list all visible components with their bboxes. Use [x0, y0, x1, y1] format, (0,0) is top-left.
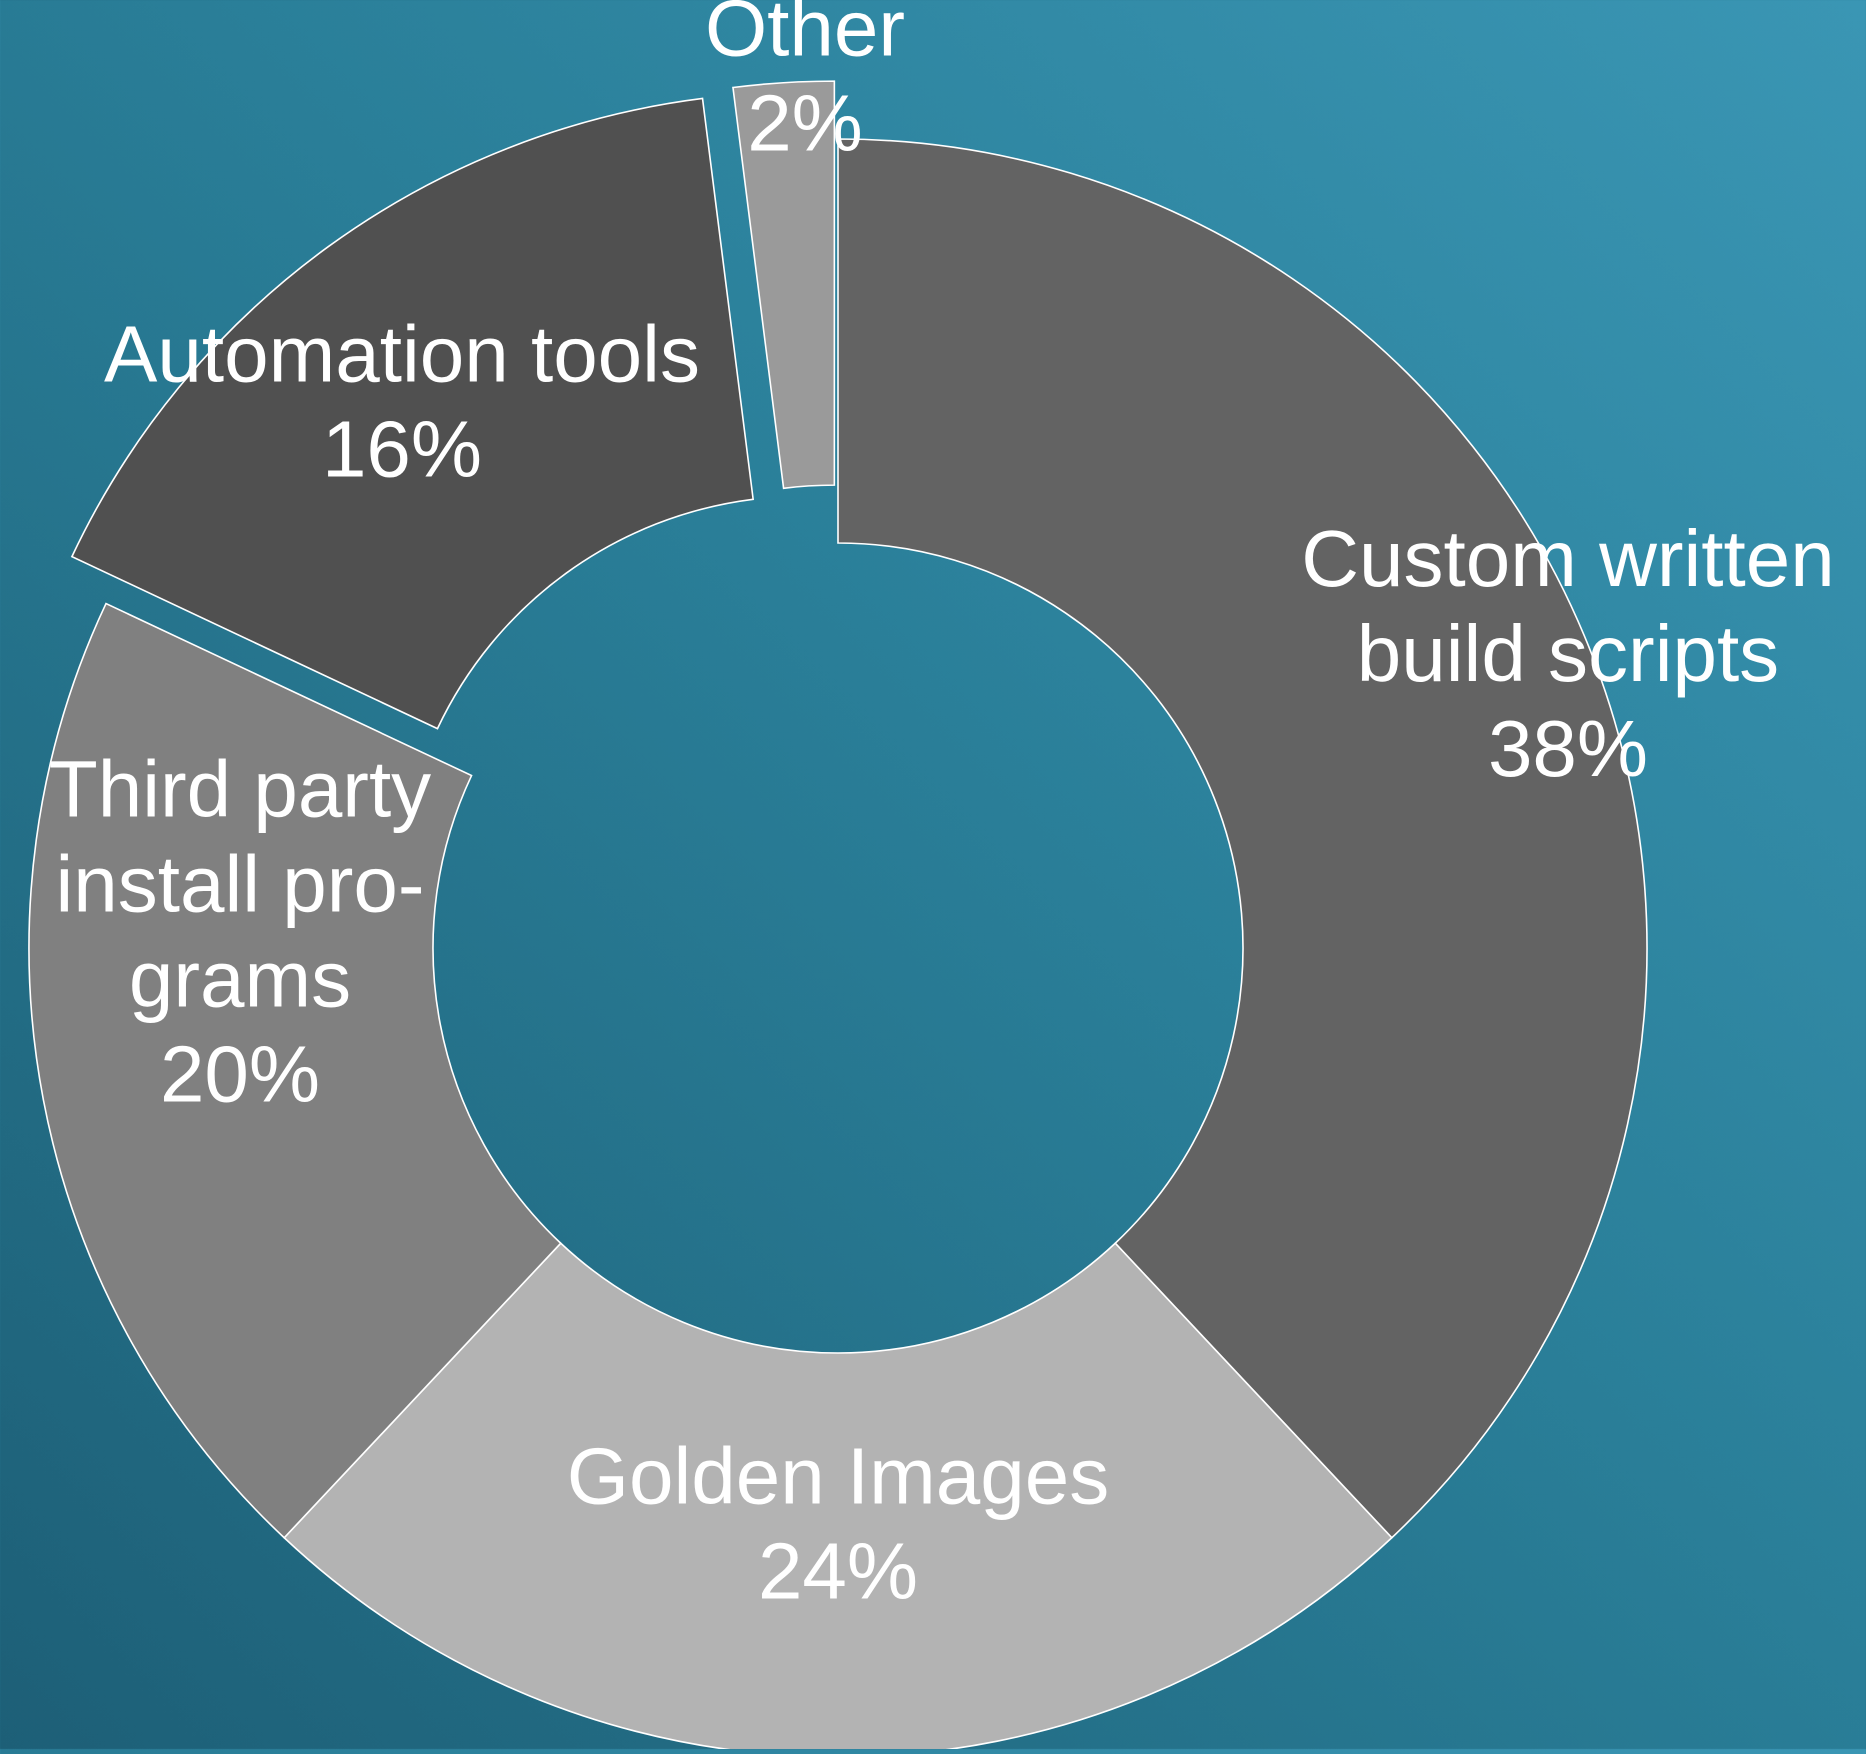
- donut-slice: [70, 97, 755, 730]
- donut-slice: [837, 138, 1648, 1539]
- slice-value-label: 2%: [747, 79, 863, 168]
- slice-value-label: 20%: [160, 1030, 320, 1119]
- slice-category-label: Automation tools: [104, 310, 700, 399]
- slice-value-label: 16%: [322, 405, 482, 494]
- donut-slice: [28, 602, 562, 1539]
- slice-category-label: Other: [705, 0, 905, 73]
- slice-category-label: build scripts: [1357, 609, 1779, 698]
- slice-category-label: Third party: [49, 745, 431, 834]
- slice-value-label: 38%: [1488, 704, 1648, 793]
- slice-category-label: install pro-: [55, 840, 424, 929]
- donut-slice: [732, 80, 836, 490]
- slice-value-label: 24%: [758, 1527, 918, 1616]
- donut-slice: [283, 1242, 1393, 1754]
- slice-category-label: grams: [129, 935, 351, 1024]
- slice-category-label: Custom written: [1301, 514, 1834, 603]
- slice-category-label: Golden Images: [567, 1432, 1110, 1521]
